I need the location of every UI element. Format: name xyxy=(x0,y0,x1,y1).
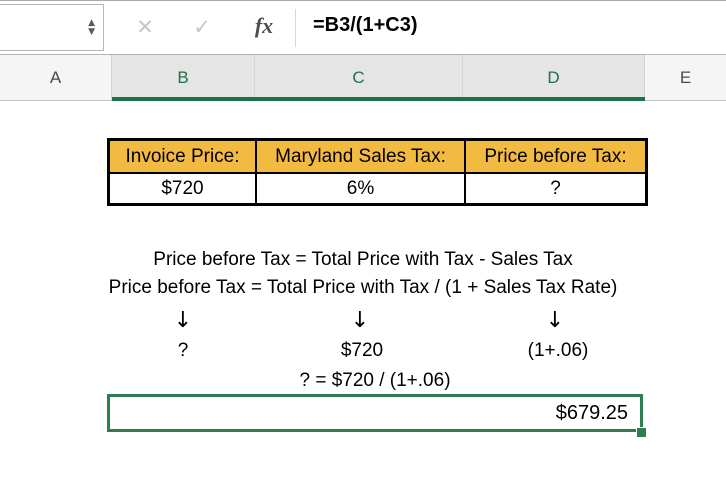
spinner-down-icon[interactable]: ▼ xyxy=(88,27,95,37)
selected-columns-underline xyxy=(112,97,645,101)
fill-handle[interactable] xyxy=(636,427,646,437)
cell-price-before-tax-header[interactable]: Price before Tax: xyxy=(466,141,645,172)
insert-function-icon[interactable]: fx xyxy=(254,13,274,38)
cell-price-before-tax-value[interactable]: ? xyxy=(466,174,645,203)
explanation-line-2[interactable]: Price before Tax = Total Price with Tax … xyxy=(108,277,618,298)
column-header-c[interactable]: C xyxy=(255,55,463,100)
mapped-total-price-value[interactable]: $720 xyxy=(340,340,384,361)
mapped-tax-factor-value[interactable]: (1+.06) xyxy=(527,340,589,361)
formula-bar: ▲ ▼ ✕ ✓ fx =B3/(1+C3) xyxy=(0,0,726,55)
price-table: Invoice Price: Maryland Sales Tax: Price… xyxy=(107,138,648,206)
selected-result-cell[interactable]: $679.25 xyxy=(107,394,643,432)
sheet-grid: Invoice Price: Maryland Sales Tax: Price… xyxy=(0,101,726,486)
name-box-spinner[interactable]: ▲ ▼ xyxy=(88,18,95,37)
mapped-unknown-value[interactable]: ? xyxy=(177,340,189,361)
enter-icon[interactable]: ✓ xyxy=(193,15,211,39)
column-header-e[interactable]: E xyxy=(679,67,692,87)
solution-equation[interactable]: ? = $720 / (1+.06) xyxy=(299,370,451,391)
formula-input[interactable]: =B3/(1+C3) xyxy=(313,14,418,36)
column-header-d[interactable]: D xyxy=(463,55,645,100)
column-header-row: A B C D E xyxy=(0,55,726,101)
down-arrow-icon: ↓ xyxy=(545,308,565,333)
explanation-line-1[interactable]: Price before Tax = Total Price with Tax … xyxy=(153,249,573,270)
cell-invoice-price-header[interactable]: Invoice Price: xyxy=(110,141,255,172)
column-header-a[interactable]: A xyxy=(0,55,112,100)
spinner-up-icon[interactable]: ▲ xyxy=(88,18,95,28)
formula-bar-divider xyxy=(295,9,296,47)
down-arrow-icon: ↓ xyxy=(350,308,370,333)
table-value-row: $720 6% ? xyxy=(110,172,645,203)
table-header-row: Invoice Price: Maryland Sales Tax: Price… xyxy=(110,141,645,172)
cell-sales-tax-header[interactable]: Maryland Sales Tax: xyxy=(257,141,464,172)
name-box[interactable]: ▲ ▼ xyxy=(0,4,104,51)
result-value: $679.25 xyxy=(555,401,628,424)
down-arrow-icon: ↓ xyxy=(173,308,193,333)
cell-sales-tax-value[interactable]: 6% xyxy=(257,174,464,203)
cell-invoice-price-value[interactable]: $720 xyxy=(110,174,255,203)
column-header-b[interactable]: B xyxy=(112,55,255,100)
cancel-icon[interactable]: ✕ xyxy=(136,15,154,39)
